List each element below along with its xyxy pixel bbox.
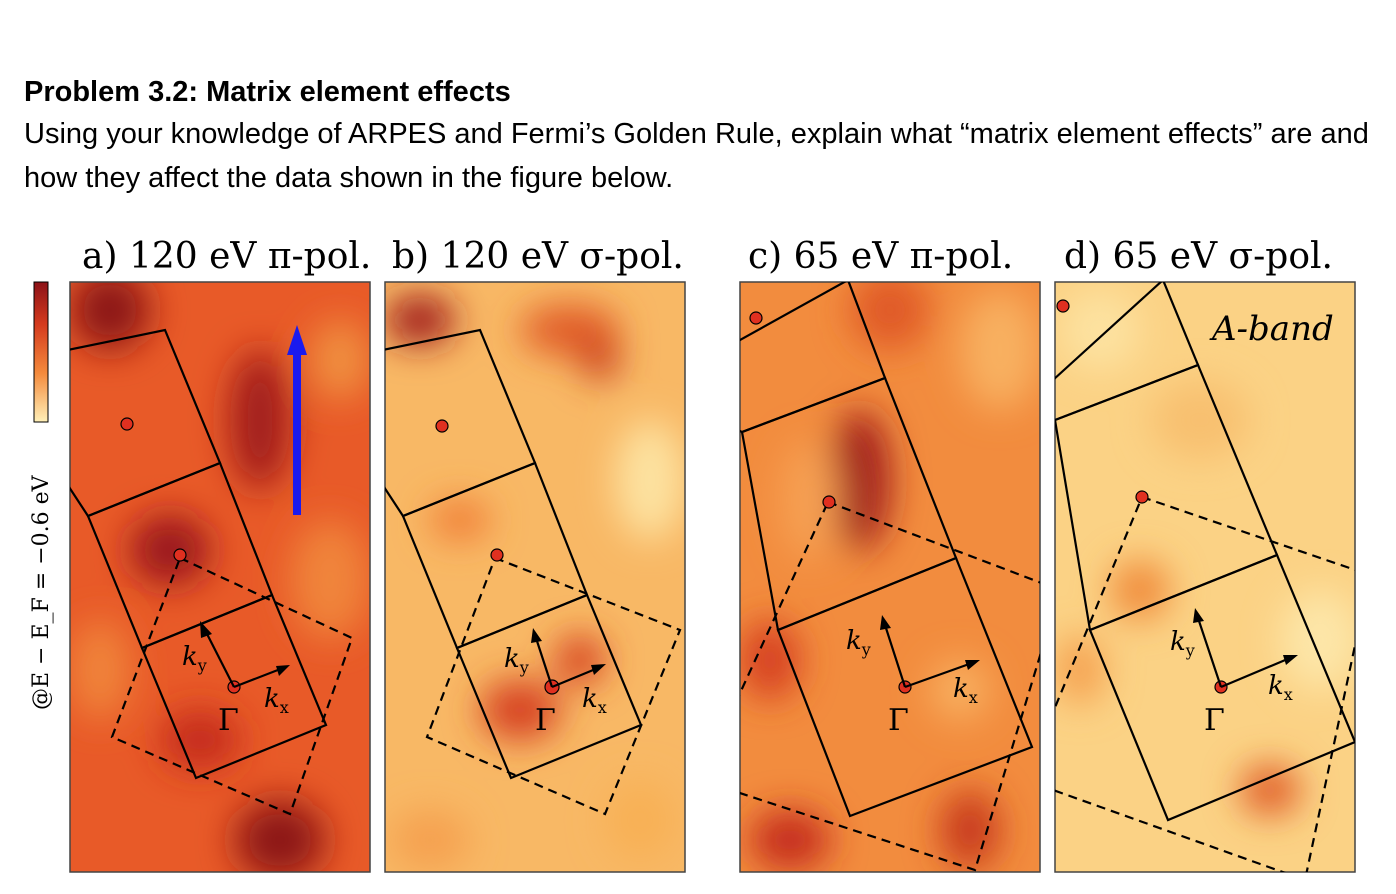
- gamma-label: Γ: [1204, 703, 1225, 738]
- panel-c: ky kx Γ: [739, 281, 1041, 873]
- panel-d: ky kx Γ A-band: [1054, 281, 1356, 873]
- svg-text:ky: ky: [504, 644, 529, 677]
- problem-text: Using your knowledge of ARPES and Fermi’…: [24, 118, 1369, 194]
- polarization-arrow-head: [287, 325, 307, 355]
- svg-text:ky: ky: [846, 626, 871, 659]
- a-band-label: A-band: [1209, 309, 1334, 349]
- colorbar: [33, 281, 49, 423]
- gamma-label: Γ: [888, 703, 909, 738]
- svg-text:kx: kx: [1268, 671, 1293, 704]
- gamma-label: Γ: [535, 703, 556, 738]
- figure-canvas: @E − E_F = −0.6 eV a) 120 eV π-pol. b) 1…: [29, 236, 1356, 873]
- problem-title: Problem 3.2: Matrix element effects: [24, 76, 511, 108]
- panel-b-intensity-map: [385, 282, 685, 872]
- arpes-figure: @E − E_F = −0.6 eV a) 120 eV π-pol. b) 1…: [0, 220, 1396, 894]
- svg-text:kx: kx: [953, 674, 978, 707]
- panel-b: ky kx Γ: [384, 281, 686, 873]
- svg-text:kx: kx: [582, 684, 607, 717]
- panel-d-label: d) 65 eV σ-pol.: [1064, 236, 1333, 277]
- panel-b-label: b) 120 eV σ-pol.: [392, 236, 684, 277]
- panel-a-label: a) 120 eV π-pol.: [82, 236, 371, 277]
- colorbar-label: @E − E_F = −0.6 eV: [29, 474, 54, 710]
- panel-a: ky kx Γ: [69, 281, 371, 873]
- problem-heading: Problem 3.2: Matrix element effects Usin…: [24, 72, 1384, 200]
- gamma-label: Γ: [218, 703, 239, 738]
- panel-d-intensity-map: [1055, 282, 1355, 872]
- panel-c-label: c) 65 eV π-pol.: [748, 236, 1013, 277]
- panel-c-intensity-map: [740, 282, 1040, 872]
- svg-text:kx: kx: [264, 684, 289, 717]
- panel-a-intensity-map: [70, 282, 370, 872]
- svg-text:ky: ky: [182, 642, 207, 675]
- svg-text:ky: ky: [1170, 627, 1195, 660]
